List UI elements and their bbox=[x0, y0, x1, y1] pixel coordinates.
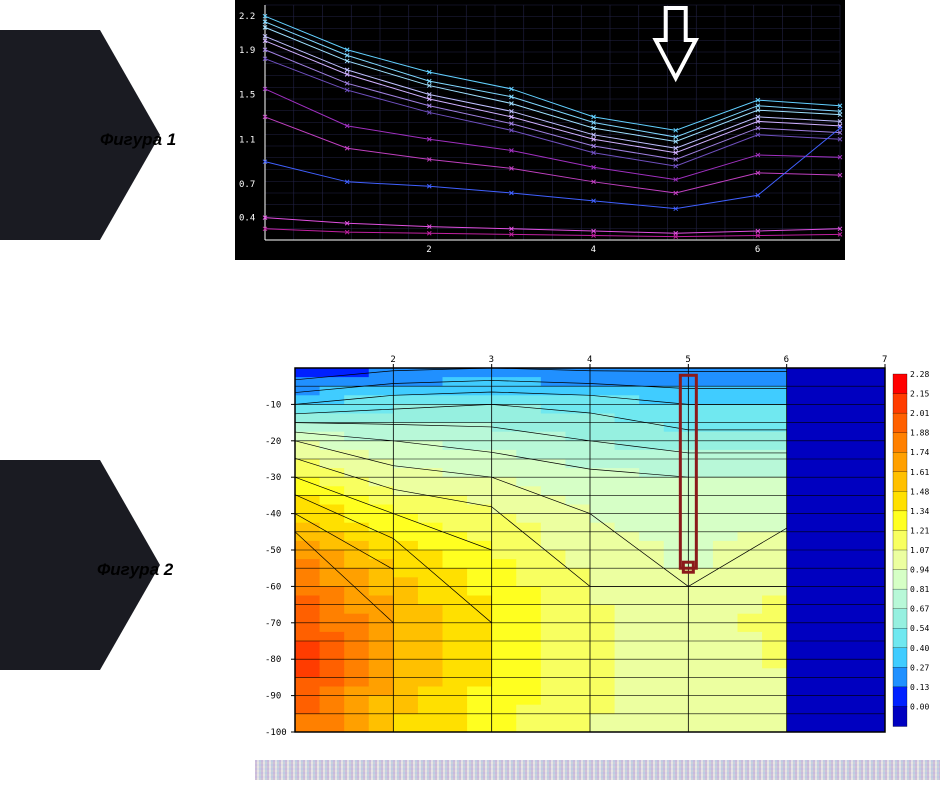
svg-text:0.4: 0.4 bbox=[239, 214, 255, 224]
figure2-label: Фигура 2 bbox=[97, 560, 173, 580]
svg-text:2.01: 2.01 bbox=[910, 409, 929, 418]
figure1-label: Фигура 1 bbox=[100, 130, 176, 150]
svg-text:2.15: 2.15 bbox=[910, 390, 929, 399]
svg-text:2: 2 bbox=[426, 245, 431, 255]
svg-text:1.9: 1.9 bbox=[239, 46, 255, 56]
svg-text:1.88: 1.88 bbox=[910, 429, 929, 438]
svg-text:1.74: 1.74 bbox=[910, 448, 929, 457]
svg-text:0.67: 0.67 bbox=[910, 605, 929, 614]
svg-text:0.81: 0.81 bbox=[910, 585, 929, 594]
svg-text:-80: -80 bbox=[265, 655, 281, 665]
svg-text:-40: -40 bbox=[265, 510, 281, 520]
svg-text:3: 3 bbox=[489, 355, 494, 365]
pentagon-marker-2 bbox=[0, 460, 100, 670]
svg-text:2.2: 2.2 bbox=[239, 12, 255, 22]
svg-text:0.27: 0.27 bbox=[910, 663, 929, 672]
svg-text:5: 5 bbox=[685, 355, 690, 365]
pentagon-marker-1 bbox=[0, 30, 100, 240]
noise-texture-bar bbox=[255, 760, 940, 780]
svg-text:0.40: 0.40 bbox=[910, 644, 929, 653]
svg-text:0.13: 0.13 bbox=[910, 683, 929, 692]
svg-text:-60: -60 bbox=[265, 582, 281, 592]
svg-text:1.07: 1.07 bbox=[910, 546, 929, 555]
svg-text:1.48: 1.48 bbox=[910, 487, 929, 496]
svg-text:6: 6 bbox=[755, 245, 760, 255]
svg-text:1.34: 1.34 bbox=[910, 507, 929, 516]
svg-text:1.21: 1.21 bbox=[910, 526, 929, 535]
svg-text:4: 4 bbox=[591, 245, 596, 255]
svg-text:6: 6 bbox=[784, 355, 789, 365]
svg-text:-50: -50 bbox=[265, 546, 281, 556]
svg-text:-100: -100 bbox=[265, 728, 287, 738]
svg-text:2: 2 bbox=[390, 355, 395, 365]
svg-text:-30: -30 bbox=[265, 473, 281, 483]
svg-text:0.54: 0.54 bbox=[910, 624, 929, 633]
figure1-chart: 0.4 0.7 1.1 1.5 1.9 2.2 2 4 6 bbox=[235, 0, 845, 260]
figure2-chart: 2 3 4 5 6 7 -10 -20 -30 -40 -50 -60 -70 -80 -90 -100 2.2… bbox=[255, 350, 940, 740]
svg-text:7: 7 bbox=[882, 355, 887, 365]
svg-text:-20: -20 bbox=[265, 437, 281, 447]
svg-text:0.00: 0.00 bbox=[910, 702, 929, 711]
svg-text:1.5: 1.5 bbox=[239, 91, 255, 101]
svg-text:-90: -90 bbox=[265, 692, 281, 702]
svg-text:-10: -10 bbox=[265, 400, 281, 410]
svg-text:0.7: 0.7 bbox=[239, 180, 255, 190]
svg-text:4: 4 bbox=[587, 355, 592, 365]
svg-text:1.61: 1.61 bbox=[910, 468, 929, 477]
svg-text:0.94: 0.94 bbox=[910, 566, 929, 575]
svg-text:-70: -70 bbox=[265, 619, 281, 629]
svg-text:1.1: 1.1 bbox=[239, 135, 255, 145]
svg-text:2.28: 2.28 bbox=[910, 370, 929, 379]
